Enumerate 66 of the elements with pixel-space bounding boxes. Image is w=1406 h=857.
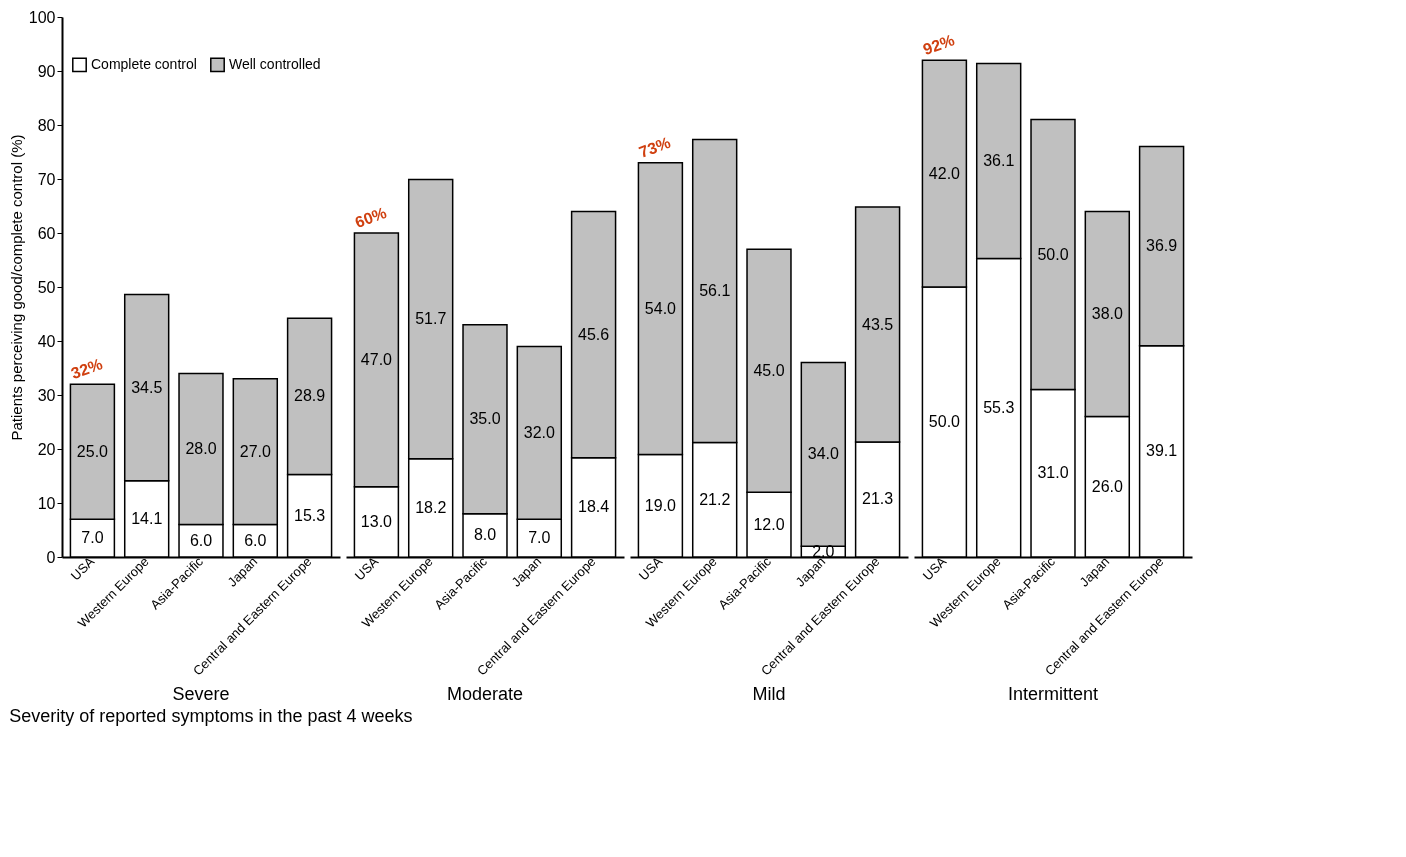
y-tick-label: 90	[37, 62, 56, 80]
legend-label: Complete control	[91, 55, 197, 72]
data-label: 36.1	[983, 151, 1015, 169]
annotation: 73%	[636, 133, 673, 161]
data-label: 55.3	[983, 398, 1015, 416]
data-label: 28.9	[294, 387, 326, 405]
y-tick-label: 80	[37, 116, 56, 134]
data-label: 32.0	[523, 423, 555, 441]
annotation: 32%	[68, 355, 105, 383]
data-label: 36.9	[1146, 237, 1178, 255]
y-tick-label: 50	[37, 278, 56, 296]
data-label: 31.0	[1037, 464, 1069, 482]
y-tick-label: 30	[37, 386, 56, 404]
data-label: 34.0	[807, 445, 839, 463]
data-label: 18.4	[578, 498, 610, 516]
data-label: 13.0	[360, 512, 393, 530]
data-label: 27.0	[239, 442, 271, 460]
data-label: 18.2	[415, 498, 447, 516]
x-tick-label: USA	[67, 553, 98, 584]
data-label: 50.0	[1037, 245, 1069, 263]
annotation: 92%	[920, 31, 957, 59]
y-tick-label: 0	[46, 548, 56, 566]
data-label: 28.0	[185, 440, 217, 457]
data-label: 21.2	[699, 490, 731, 508]
data-label: 15.3	[294, 506, 326, 524]
text: Severe	[172, 683, 230, 704]
data-label: 38.0	[1091, 305, 1123, 322]
data-label: 56.1	[699, 282, 731, 300]
x-tick-label: USA	[635, 553, 666, 584]
data-label: 42.0	[928, 164, 961, 182]
y-tick-label: 10	[37, 494, 56, 512]
y-tick-label: 20	[37, 440, 56, 458]
y-tick-label: 70	[37, 170, 56, 188]
data-label: 51.7	[415, 310, 447, 328]
text: Moderate	[446, 683, 524, 704]
data-label: 35.0	[469, 410, 501, 428]
text: Intermittent	[1007, 683, 1099, 704]
data-label: 6.0	[244, 531, 267, 549]
data-label: 34.5	[131, 378, 163, 396]
data-label: 47.0	[360, 350, 393, 368]
data-label: 19.0	[644, 496, 677, 514]
data-label: 54.0	[644, 299, 677, 317]
y-axis-title: Patients perceiving good/complete control (%)	[7, 134, 25, 441]
x-tick-label: USA	[919, 553, 950, 584]
data-label: 45.0	[753, 361, 785, 379]
text: Mild	[752, 683, 786, 704]
data-label: 25.0	[76, 442, 109, 460]
data-label: 45.6	[578, 325, 610, 343]
data-label: 43.5	[862, 315, 894, 333]
legend-label: Well controlled	[229, 55, 321, 72]
data-label: 7.0	[528, 529, 551, 547]
data-label: 7.0	[81, 529, 104, 547]
data-label: 21.3	[862, 490, 894, 508]
y-tick-label: 100	[28, 8, 56, 26]
data-label: 50.0	[928, 413, 961, 430]
data-label: 12.0	[753, 515, 785, 533]
data-label: 8.0	[473, 526, 497, 544]
y-tick-label: 40	[37, 332, 56, 350]
data-label: 26.0	[1091, 477, 1123, 495]
y-tick-label: 60	[37, 224, 56, 242]
x-axis-title: Severity of reported symptoms in the past 4 weeks	[9, 705, 413, 726]
data-label: 6.0	[189, 531, 213, 549]
annotation: 60%	[352, 204, 389, 231]
data-label: 14.1	[131, 509, 163, 527]
data-label: 39.1	[1146, 442, 1178, 460]
x-tick-label: USA	[351, 553, 382, 584]
